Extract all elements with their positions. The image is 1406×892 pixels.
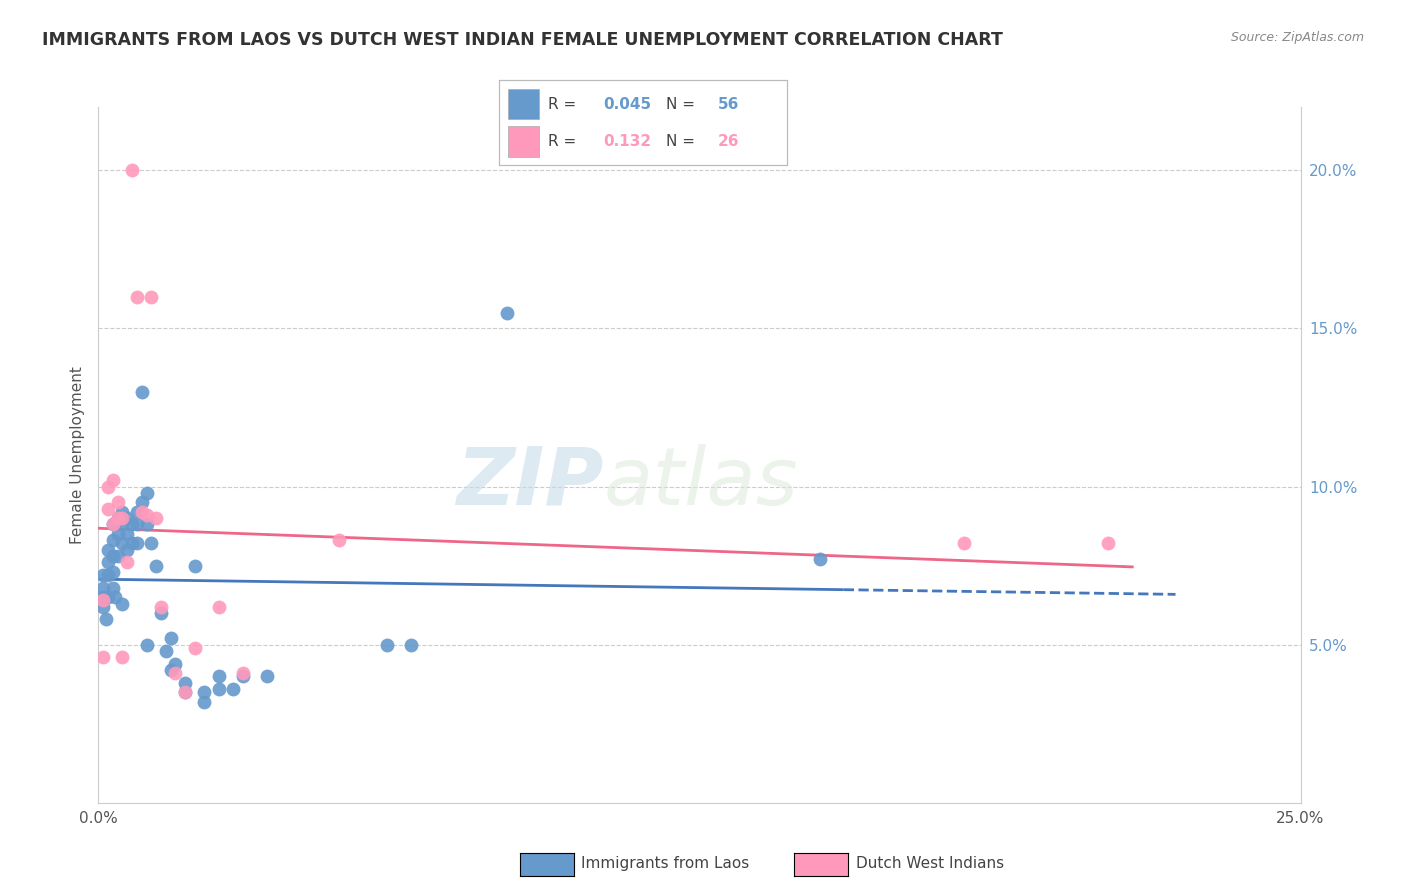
Point	[107, 527, 129, 541]
Point	[953, 536, 976, 550]
Point	[91, 650, 114, 665]
Point	[174, 685, 197, 699]
Point	[94, 612, 117, 626]
Point	[91, 593, 114, 607]
Text: 0.045: 0.045	[603, 96, 651, 112]
Point	[141, 536, 163, 550]
Point	[131, 384, 153, 399]
Point	[183, 558, 205, 573]
Text: 26: 26	[718, 134, 740, 149]
Point	[107, 495, 129, 509]
Point	[165, 666, 187, 681]
Point	[808, 552, 831, 566]
Point	[141, 290, 163, 304]
Point	[149, 606, 172, 620]
Point	[208, 599, 231, 614]
Point	[101, 565, 124, 579]
Point	[107, 511, 129, 525]
Point	[135, 486, 157, 500]
Point	[183, 640, 205, 655]
Point	[101, 517, 124, 532]
Point	[121, 517, 143, 532]
Point	[117, 542, 139, 557]
Text: R =: R =	[548, 134, 586, 149]
Text: Source: ZipAtlas.com: Source: ZipAtlas.com	[1230, 31, 1364, 45]
Point	[193, 685, 215, 699]
Point	[135, 508, 157, 522]
Point	[155, 644, 177, 658]
Point	[1097, 536, 1119, 550]
Y-axis label: Female Unemployment: Female Unemployment	[69, 366, 84, 544]
Point	[91, 591, 114, 605]
Point	[193, 695, 215, 709]
Point	[117, 511, 139, 525]
Bar	[508, 89, 540, 120]
Point	[145, 558, 167, 573]
Text: N =: N =	[666, 96, 700, 112]
Point	[91, 568, 114, 582]
Point	[111, 536, 134, 550]
Point	[121, 163, 143, 178]
Point	[159, 663, 181, 677]
Point	[97, 479, 120, 493]
Point	[91, 599, 114, 614]
Point	[135, 638, 157, 652]
Point	[107, 549, 129, 563]
Point	[97, 542, 120, 557]
Text: Immigrants from Laos: Immigrants from Laos	[581, 856, 749, 871]
Point	[111, 597, 134, 611]
Point	[256, 669, 278, 683]
Point	[97, 501, 120, 516]
Point	[97, 591, 120, 605]
Text: IMMIGRANTS FROM LAOS VS DUTCH WEST INDIAN FEMALE UNEMPLOYMENT CORRELATION CHART: IMMIGRANTS FROM LAOS VS DUTCH WEST INDIA…	[42, 31, 1002, 49]
Point	[159, 632, 181, 646]
Point	[232, 666, 254, 681]
Text: 56: 56	[718, 96, 740, 112]
Point	[97, 556, 120, 570]
Point	[145, 511, 167, 525]
Point	[111, 505, 134, 519]
Text: Dutch West Indians: Dutch West Indians	[856, 856, 1004, 871]
Point	[496, 305, 519, 319]
Point	[165, 657, 187, 671]
Point	[399, 638, 422, 652]
Point	[208, 669, 231, 683]
Point	[111, 650, 134, 665]
Bar	[508, 126, 540, 157]
Point	[101, 533, 124, 548]
Point	[117, 527, 139, 541]
Point	[149, 599, 172, 614]
Point	[104, 591, 127, 605]
Point	[375, 638, 398, 652]
Text: atlas: atlas	[603, 443, 799, 522]
Point	[131, 505, 153, 519]
Text: N =: N =	[666, 134, 700, 149]
Point	[174, 675, 197, 690]
Point	[117, 556, 139, 570]
Point	[232, 669, 254, 683]
Point	[111, 517, 134, 532]
Point	[107, 511, 129, 525]
Point	[174, 685, 197, 699]
Point	[101, 549, 124, 563]
Point	[125, 517, 148, 532]
Point	[328, 533, 350, 548]
Point	[91, 581, 114, 595]
Point	[111, 511, 134, 525]
Point	[101, 473, 124, 487]
Text: 0.132: 0.132	[603, 134, 651, 149]
Point	[222, 681, 245, 696]
Text: R =: R =	[548, 96, 581, 112]
Point	[121, 536, 143, 550]
Point	[125, 290, 148, 304]
Point	[125, 505, 148, 519]
Point	[135, 517, 157, 532]
Point	[101, 581, 124, 595]
Point	[131, 495, 153, 509]
Point	[125, 536, 148, 550]
Point	[208, 681, 231, 696]
Point	[101, 517, 124, 532]
Point	[97, 568, 120, 582]
Text: ZIP: ZIP	[456, 443, 603, 522]
